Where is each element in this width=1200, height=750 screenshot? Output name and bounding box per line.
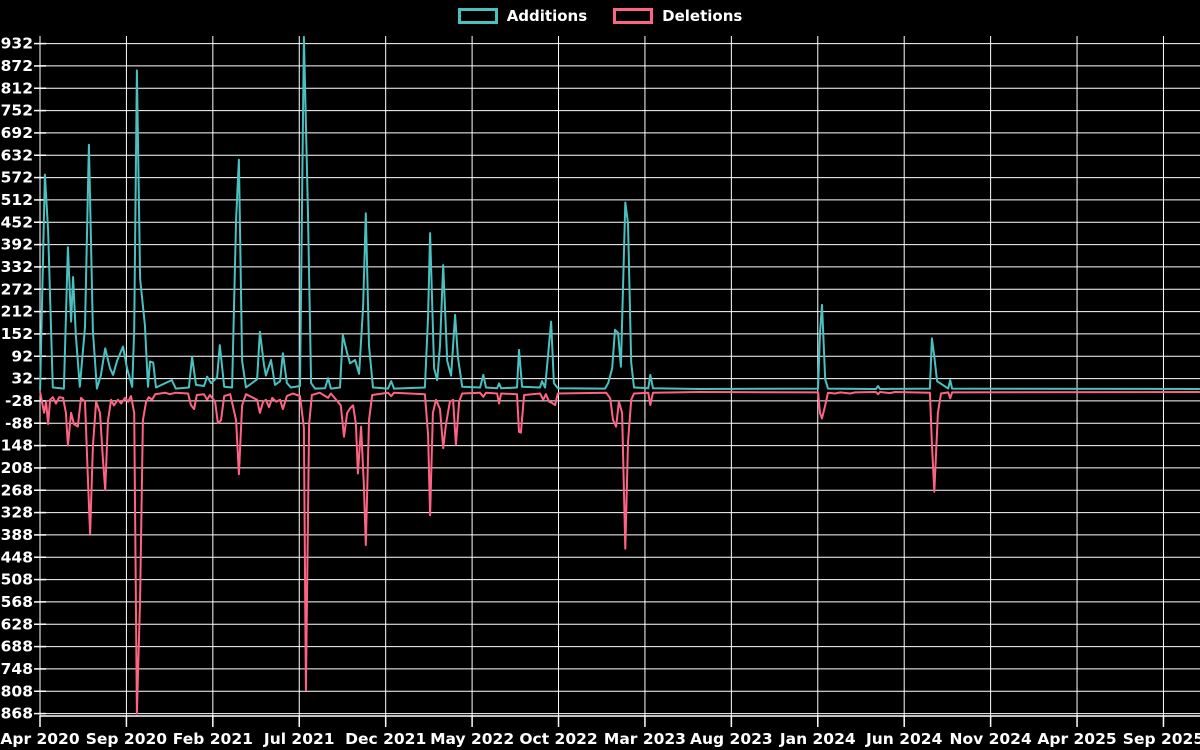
y-axis-tick-label: -328 (0, 504, 33, 522)
x-axis-tick-label: Apr 2020 (0, 730, 79, 748)
y-axis-tick-label: 572 (1, 169, 33, 187)
legend-item-deletions[interactable]: Deletions (613, 7, 742, 25)
legend-label-deletions: Deletions (662, 7, 743, 25)
y-axis-tick-label: 692 (1, 124, 33, 142)
y-axis-tick-label: 392 (1, 236, 33, 254)
axis-labels: 932 872 812 752 692 632 572 512 452 392 332 272 212 1… (0, 35, 1200, 748)
x-axis-tick-label: Oct 2022 (519, 730, 597, 748)
axis-ticks (34, 42, 1200, 727)
y-axis-tick-label: 272 (1, 280, 33, 298)
y-axis-tick-label: -208 (0, 459, 33, 477)
x-axis-tick-label: Nov 2024 (949, 730, 1031, 748)
y-axis-tick-label: -628 (0, 615, 33, 633)
x-axis-tick-label: Sep 2025 (1123, 730, 1200, 748)
y-axis-tick-label: -688 (0, 638, 33, 656)
x-axis-tick-label: Sep 2020 (86, 730, 168, 748)
y-axis-tick-label: 512 (1, 191, 33, 209)
y-axis-tick-label: -448 (0, 548, 33, 566)
y-axis-tick-label: -268 (0, 481, 33, 499)
y-axis-tick-label: -748 (0, 660, 33, 678)
x-axis-tick-label: Feb 2021 (173, 730, 253, 748)
y-axis-tick-label: 752 (1, 102, 33, 120)
x-axis-tick-label: Jun 2024 (865, 730, 943, 748)
legend-label-additions: Additions (506, 7, 588, 25)
y-axis-tick-label: 932 (1, 35, 33, 53)
y-axis-tick-label: -508 (0, 571, 33, 589)
x-axis-tick-label: Dec 2021 (345, 730, 426, 748)
legend-item-additions[interactable]: Additions (457, 7, 588, 25)
series-line-deletions (39, 391, 1200, 715)
x-axis-tick-label: Jul 2021 (263, 730, 335, 748)
y-axis-tick-label: 92 (11, 347, 33, 365)
chart-legend: Additions Deletions (0, 7, 1200, 25)
legend-swatch-additions (457, 8, 498, 24)
y-axis-tick-label: -28 (5, 392, 33, 410)
gridlines (39, 36, 1200, 716)
y-axis-tick-label: -808 (0, 682, 33, 700)
y-axis-tick-label: -148 (0, 437, 33, 455)
y-axis-tick-label: 452 (1, 213, 33, 231)
x-axis-tick-label: Mar 2023 (604, 730, 686, 748)
y-axis-tick-label: 152 (1, 325, 33, 343)
y-axis-tick-label: -868 (0, 705, 33, 723)
y-axis-tick-label: 812 (1, 79, 33, 97)
y-axis-tick-label: 32 (11, 370, 33, 388)
y-axis-tick-label: 632 (1, 146, 33, 164)
x-axis-tick-label: Jan 2024 (779, 730, 856, 748)
y-axis-tick-label: -88 (5, 414, 33, 432)
y-axis-tick-label: 872 (1, 57, 33, 75)
legend-swatch-deletions (613, 8, 654, 24)
series-lines (39, 35, 1200, 715)
x-axis-tick-label: Apr 2025 (1037, 730, 1116, 748)
y-axis-tick-label: 332 (1, 258, 33, 276)
y-axis-tick-label: -388 (0, 526, 33, 544)
series-line-additions (39, 35, 1200, 391)
y-axis-tick-label: -568 (0, 593, 33, 611)
x-axis-tick-label: Aug 2023 (690, 730, 773, 748)
y-axis-tick-label: 212 (1, 303, 33, 321)
x-axis-tick-label: May 2022 (430, 730, 514, 748)
